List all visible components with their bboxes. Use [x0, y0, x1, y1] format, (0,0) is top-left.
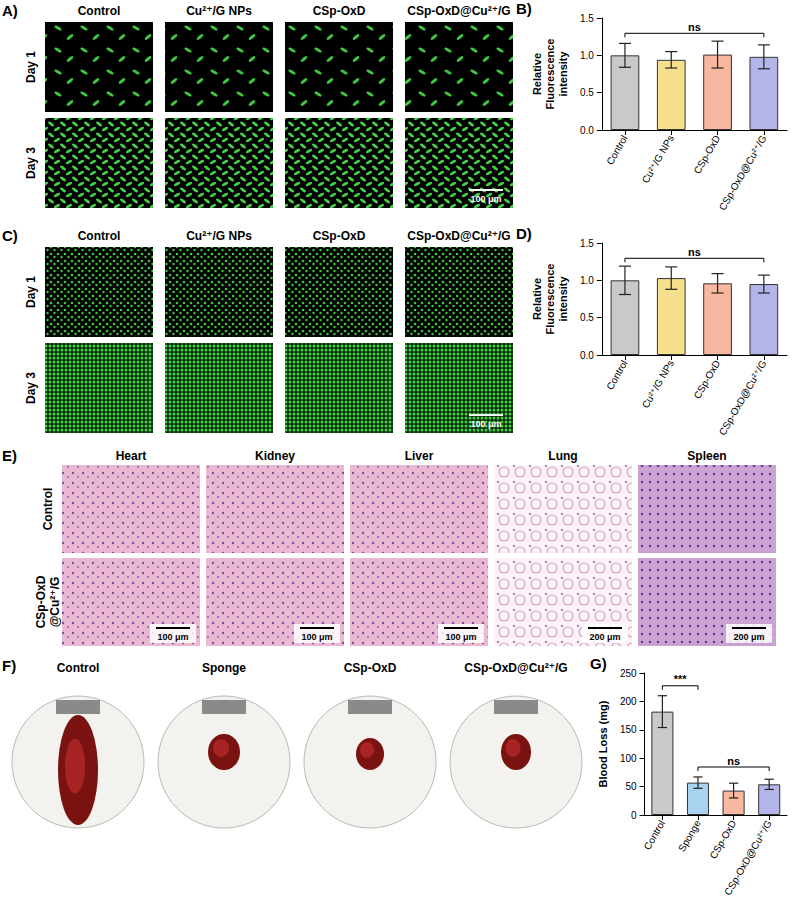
svg-text:150: 150 [620, 724, 637, 735]
svg-text:Lung: Lung [548, 449, 577, 463]
svg-text:Heart: Heart [116, 449, 147, 463]
svg-text:ns: ns [688, 21, 701, 33]
svg-text:1.0: 1.0 [580, 50, 594, 61]
svg-text:@Cu²⁺/G: @Cu²⁺/G [48, 577, 62, 628]
svg-text:Day 3: Day 3 [24, 372, 38, 404]
svg-text:Cu²⁺/G NPs: Cu²⁺/G NPs [640, 358, 676, 410]
svg-text:intensity: intensity [557, 51, 569, 97]
svg-text:Relative: Relative [531, 53, 543, 95]
svg-text:CSp-OxD@Cu²⁺/G: CSp-OxD@Cu²⁺/G [407, 229, 510, 243]
svg-text:ns: ns [727, 755, 740, 767]
svg-text:Cu²⁺/G NPs: Cu²⁺/G NPs [186, 4, 252, 18]
svg-text:CSp-OxD: CSp-OxD [34, 575, 48, 628]
svg-text:Liver: Liver [405, 449, 434, 463]
svg-text:CSp-OxD@Cu²⁺/G: CSp-OxD@Cu²⁺/G [464, 661, 567, 675]
svg-text:200 μm: 200 μm [733, 632, 764, 642]
svg-text:0.5: 0.5 [580, 87, 594, 98]
svg-text:100 μm: 100 μm [445, 632, 476, 642]
svg-text:Day 1: Day 1 [24, 51, 38, 83]
svg-text:1.0: 1.0 [580, 275, 594, 286]
svg-text:CSp-OxD: CSp-OxD [313, 4, 366, 18]
svg-text:CSp-OxD@Cu²⁺/G: CSp-OxD@Cu²⁺/G [717, 358, 769, 437]
html-text:F): F) [2, 657, 17, 674]
svg-text:Control: Control [78, 229, 121, 243]
svg-text:CSp-OxD: CSp-OxD [344, 661, 397, 675]
svg-text:100: 100 [620, 753, 637, 764]
svg-text:Control: Control [604, 358, 630, 391]
svg-text:Sponge: Sponge [676, 818, 703, 854]
html-text:B): B) [516, 0, 532, 17]
svg-text:200 μm: 200 μm [589, 632, 620, 642]
svg-text:Day 3: Day 3 [24, 147, 38, 179]
svg-text:100 μm: 100 μm [470, 419, 501, 429]
svg-text:Sponge: Sponge [202, 661, 246, 675]
svg-text:***: *** [674, 673, 688, 685]
svg-text:1.5: 1.5 [580, 238, 594, 249]
html-text:E): E) [2, 447, 17, 464]
svg-text:CSp-OxD@Cu²⁺/G: CSp-OxD@Cu²⁺/G [717, 133, 769, 212]
svg-text:CSp-OxD: CSp-OxD [691, 133, 722, 175]
html-text:D): D) [516, 225, 532, 242]
html-text:C): C) [2, 227, 18, 244]
html-text:G): G) [590, 655, 607, 672]
svg-text:Control: Control [604, 133, 630, 166]
html-text:A): A) [2, 2, 18, 19]
svg-text:0: 0 [631, 810, 637, 821]
svg-text:CSp-OxD@Cu²⁺/G: CSp-OxD@Cu²⁺/G [407, 4, 510, 18]
svg-text:250: 250 [620, 668, 637, 679]
svg-text:Control: Control [41, 488, 55, 531]
svg-text:100 μm: 100 μm [470, 194, 501, 204]
svg-text:Control: Control [642, 818, 668, 851]
svg-text:100 μm: 100 μm [301, 632, 332, 642]
svg-text:intensity: intensity [557, 276, 569, 322]
svg-text:Blood Loss (mg): Blood Loss (mg) [597, 700, 609, 787]
svg-text:Control: Control [57, 661, 100, 675]
svg-text:Kidney: Kidney [255, 449, 295, 463]
svg-text:100 μm: 100 μm [157, 632, 188, 642]
svg-text:0.0: 0.0 [580, 125, 594, 136]
svg-text:Cu²⁺/G NPs: Cu²⁺/G NPs [186, 229, 252, 243]
svg-text:Relative: Relative [531, 278, 543, 320]
svg-text:CSp-OxD@Cu²⁺/G: CSp-OxD@Cu²⁺/G [722, 818, 774, 897]
svg-text:1.5: 1.5 [580, 13, 594, 24]
svg-text:50: 50 [625, 781, 637, 792]
svg-text:200: 200 [620, 696, 637, 707]
svg-text:0.0: 0.0 [580, 350, 594, 361]
svg-text:0.5: 0.5 [580, 312, 594, 323]
svg-text:Spleen: Spleen [687, 449, 726, 463]
svg-text:Cu²⁺/G NPs: Cu²⁺/G NPs [640, 133, 676, 185]
svg-text:CSp-OxD: CSp-OxD [691, 358, 722, 400]
svg-text:Fluorescence: Fluorescence [544, 264, 556, 335]
svg-text:Control: Control [78, 4, 121, 18]
svg-text:CSp-OxD: CSp-OxD [707, 818, 738, 860]
svg-text:CSp-OxD: CSp-OxD [313, 229, 366, 243]
svg-text:Fluorescence: Fluorescence [544, 39, 556, 110]
svg-text:Day 1: Day 1 [24, 276, 38, 308]
svg-text:ns: ns [688, 246, 701, 258]
